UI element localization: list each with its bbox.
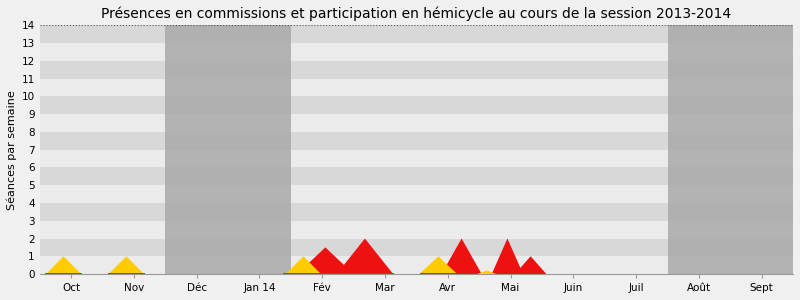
Polygon shape bbox=[283, 273, 394, 274]
Polygon shape bbox=[419, 256, 457, 274]
Polygon shape bbox=[492, 238, 523, 274]
Polygon shape bbox=[419, 273, 457, 274]
Bar bbox=[40, 43, 793, 61]
Bar bbox=[40, 203, 793, 221]
Y-axis label: Séances par semaine: Séances par semaine bbox=[7, 90, 18, 210]
Bar bbox=[40, 238, 793, 256]
Bar bbox=[40, 256, 793, 274]
Bar bbox=[40, 61, 793, 79]
Polygon shape bbox=[109, 256, 144, 274]
Polygon shape bbox=[46, 256, 81, 274]
Polygon shape bbox=[478, 271, 496, 274]
Bar bbox=[40, 26, 793, 43]
Bar bbox=[40, 221, 793, 238]
Bar bbox=[667, 26, 793, 274]
Polygon shape bbox=[286, 256, 321, 274]
Polygon shape bbox=[337, 238, 393, 274]
Bar bbox=[40, 167, 793, 185]
Title: Présences en commissions et participation en hémicycle au cours de la session 20: Présences en commissions et participatio… bbox=[102, 7, 731, 21]
Polygon shape bbox=[107, 273, 145, 274]
Bar bbox=[40, 96, 793, 114]
Bar bbox=[40, 79, 793, 96]
Bar bbox=[40, 132, 793, 150]
Polygon shape bbox=[442, 238, 482, 274]
Bar bbox=[40, 185, 793, 203]
Polygon shape bbox=[45, 273, 82, 274]
Bar bbox=[40, 150, 793, 167]
Polygon shape bbox=[515, 256, 546, 274]
Polygon shape bbox=[297, 248, 354, 274]
Bar bbox=[166, 26, 291, 274]
Bar bbox=[40, 114, 793, 132]
